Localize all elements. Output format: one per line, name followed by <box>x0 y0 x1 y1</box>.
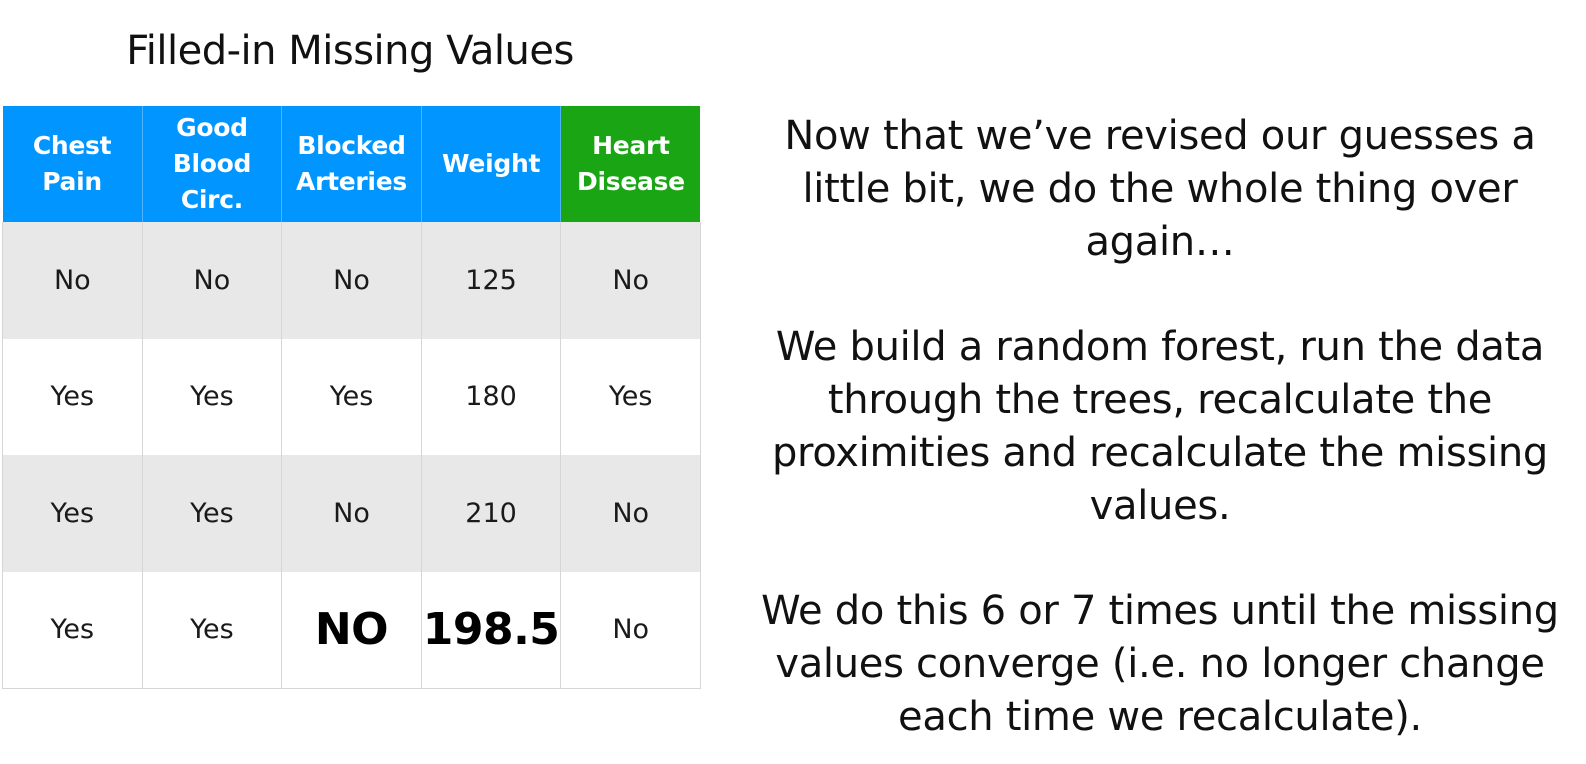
explanation-paragraph-revised-guesses: Now that we’ve revised our guesses a lit… <box>784 113 1536 265</box>
cell-weight: 210 <box>420 455 562 572</box>
cell-heart-disease: No <box>560 455 701 572</box>
cell-heart-disease: No <box>560 571 701 689</box>
cell-blocked-arteries-imputed: NO <box>281 571 422 689</box>
cell-chest-pain: No <box>2 222 143 339</box>
cell-weight: 180 <box>420 338 562 455</box>
cell-chest-pain: Yes <box>2 455 143 572</box>
cell-weight-imputed: 198.5 <box>420 571 562 689</box>
cell-good-blood-circ: No <box>141 222 283 339</box>
slide-title: Filled-in Missing Values <box>126 28 574 74</box>
cell-heart-disease: No <box>560 222 701 339</box>
table-row: Yes Yes No 210 No <box>2 455 701 572</box>
explanation-paragraph-convergence: We do this 6 or 7 times until the missin… <box>761 588 1559 740</box>
cell-heart-disease: Yes <box>560 338 701 455</box>
cell-chest-pain: Yes <box>2 338 143 455</box>
data-table: Chest Pain Good Blood Circ. Blocked Arte… <box>2 106 701 689</box>
table-header-row: Chest Pain Good Blood Circ. Blocked Arte… <box>2 106 701 222</box>
header-good-blood-circ: Good Blood Circ. <box>142 106 283 222</box>
header-heart-disease: Heart Disease <box>560 106 701 222</box>
cell-good-blood-circ: Yes <box>141 455 283 572</box>
cell-blocked-arteries: No <box>281 222 422 339</box>
cell-blocked-arteries: No <box>281 455 422 572</box>
table-row: No No No 125 No <box>2 222 701 339</box>
header-chest-pain: Chest Pain <box>2 106 143 222</box>
cell-chest-pain: Yes <box>2 571 143 689</box>
cell-good-blood-circ: Yes <box>141 571 283 689</box>
header-weight: Weight <box>421 106 562 222</box>
cell-good-blood-circ: Yes <box>141 338 283 455</box>
explanation-paragraph-random-forest: We build a random forest, run the data t… <box>771 324 1549 529</box>
table-row: Yes Yes NO 198.5 No <box>2 571 701 689</box>
cell-blocked-arteries: Yes <box>281 338 422 455</box>
table-row: Yes Yes Yes 180 Yes <box>2 338 701 455</box>
header-blocked-arteries: Blocked Arteries <box>281 106 422 222</box>
cell-weight: 125 <box>420 222 562 339</box>
